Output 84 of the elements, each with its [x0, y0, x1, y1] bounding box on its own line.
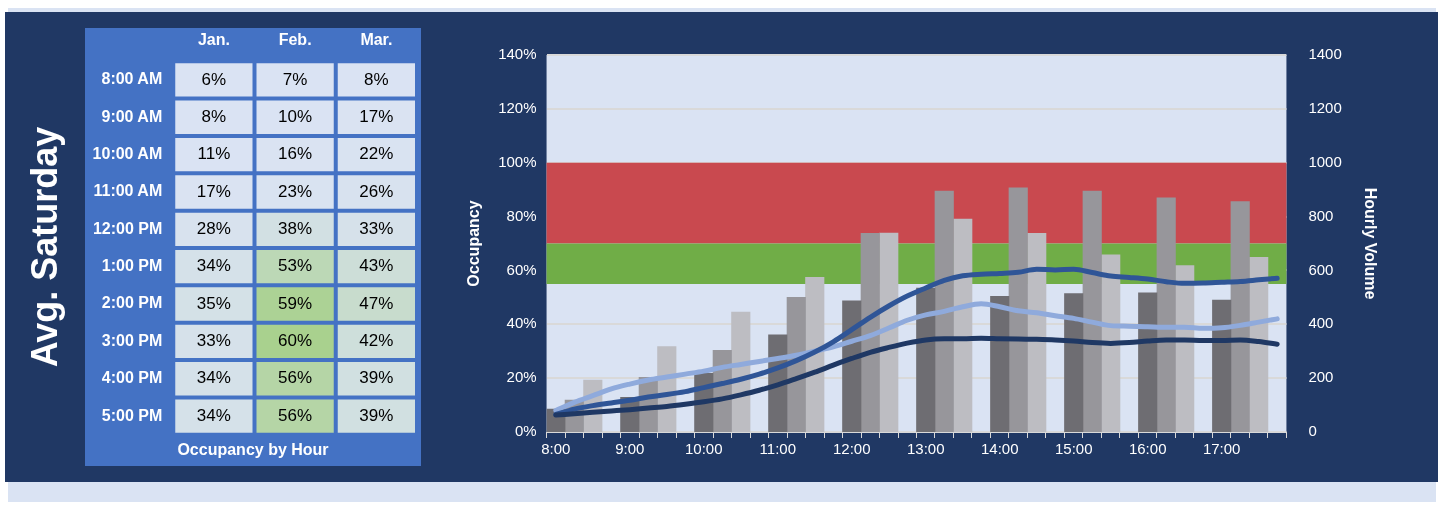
y2-tick-label: 1400	[1308, 45, 1342, 63]
y-tick-label: 2:00 PM	[101, 294, 163, 312]
text: Occupancy by Hour	[177, 440, 329, 458]
y2-tick-label: 600	[1308, 260, 1334, 278]
y-tick-label: 4:00 PM	[101, 369, 163, 387]
data-label: 59%	[278, 293, 313, 313]
bar	[1212, 299, 1232, 432]
y2-tick-label: 1000	[1308, 152, 1342, 170]
y-tick-label: 20%	[506, 368, 537, 386]
bar	[990, 295, 1010, 432]
bar	[934, 190, 954, 432]
text: Avg. Saturday	[24, 126, 66, 368]
y-tick-label: 12:00 PM	[92, 219, 163, 237]
data-label: 33%	[196, 331, 231, 351]
y-tick-label: 11:00 AM	[93, 182, 163, 200]
data-label: 8%	[201, 106, 227, 126]
data-label: 28%	[196, 219, 231, 239]
x-tick-label: 15:00	[1054, 440, 1093, 458]
x-tick-label: 17:00	[1202, 440, 1241, 458]
data-label: 10%	[278, 106, 313, 126]
data-label: 34%	[196, 368, 231, 388]
x-tick-label: 13:00	[906, 440, 945, 458]
y-tick-label: 8:00 AM	[101, 70, 163, 88]
data-label: 17%	[196, 181, 231, 201]
x-tick-label: 8:00	[541, 440, 571, 458]
x-tick-label: 16:00	[1128, 440, 1167, 458]
data-label: 8%	[364, 69, 389, 89]
data-label: 16%	[278, 144, 313, 164]
y-tick-label: 80%	[506, 206, 537, 224]
y-tick-label: 120%	[498, 99, 537, 116]
data-label: 60%	[278, 331, 313, 351]
data-label: 22%	[359, 144, 394, 164]
data-label: 23%	[278, 181, 313, 201]
bar	[1064, 293, 1084, 432]
data-label: 7%	[282, 69, 308, 89]
data-label: 53%	[278, 256, 313, 276]
y-tick-label: 9:00 AM	[101, 107, 163, 125]
x-tick-label: 12:00	[832, 440, 871, 458]
y-tick-label: 3:00 PM	[101, 331, 163, 349]
data-label: 43%	[359, 256, 394, 276]
data-label: 47%	[359, 293, 394, 313]
x-tick-label: Jan.	[197, 31, 230, 49]
y-tick-label: 10:00 AM	[92, 145, 163, 163]
data-label: 38%	[278, 219, 313, 239]
data-label: 56%	[278, 368, 313, 388]
bar	[1138, 292, 1158, 432]
x-tick-label: 14:00	[980, 440, 1019, 458]
data-label: 34%	[196, 256, 231, 276]
data-label: 33%	[359, 219, 394, 239]
data-label: 34%	[196, 405, 231, 425]
data-label: 26%	[359, 181, 394, 201]
x-tick-label: 9:00	[615, 440, 645, 458]
data-label: 56%	[278, 405, 313, 425]
y-tick-label: 100%	[498, 152, 537, 170]
y-axis-title: Occupancy	[465, 200, 483, 287]
data-label: 6%	[201, 69, 227, 89]
y-tick-label: 0%	[514, 422, 537, 440]
bar	[1008, 187, 1028, 432]
y2-tick-label: 0	[1308, 422, 1317, 440]
y-tick-label: 1:00 PM	[101, 257, 163, 275]
y-tick-label: 5:00 PM	[101, 406, 163, 424]
y2-axis-title: Hourly Volume	[1361, 187, 1379, 300]
y-tick-label: 60%	[506, 260, 537, 278]
data-label: 42%	[359, 331, 394, 351]
y-tick-label: 140%	[498, 45, 537, 63]
bar	[1230, 201, 1250, 432]
y2-tick-label: 800	[1308, 206, 1334, 224]
data-label: 11%	[197, 144, 231, 164]
data-label: 35%	[196, 293, 231, 313]
y-tick-label: 40%	[506, 314, 537, 332]
bar	[1082, 190, 1102, 432]
bar	[916, 287, 936, 432]
bar	[860, 232, 880, 432]
x-tick-label: 10:00	[685, 440, 723, 458]
data-label: 39%	[359, 368, 394, 388]
x-tick-label: 11:00	[759, 440, 796, 458]
x-tick-label: Mar.	[360, 31, 393, 49]
bar	[1156, 197, 1176, 432]
y2-tick-label: 1200	[1308, 99, 1342, 116]
y2-tick-label: 400	[1308, 314, 1334, 332]
x-tick-label: Feb.	[278, 31, 312, 49]
data-label: 39%	[359, 405, 394, 425]
y2-tick-label: 200	[1308, 368, 1334, 386]
data-label: 17%	[359, 106, 394, 126]
